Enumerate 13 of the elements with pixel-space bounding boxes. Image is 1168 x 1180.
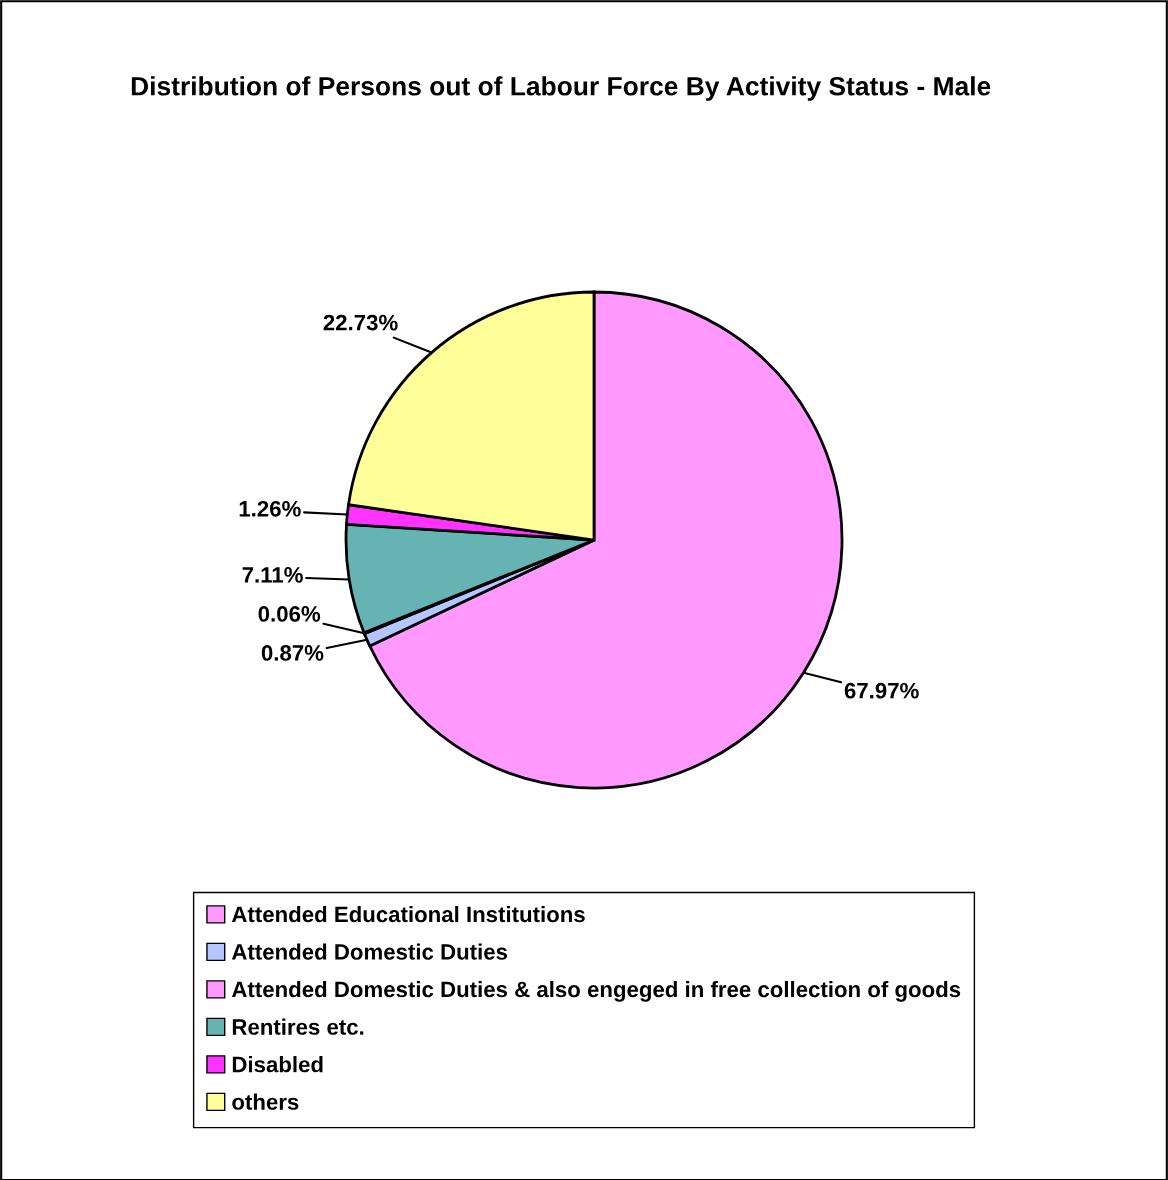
legend-label: Attended Domestic Duties & also engeged in free collection of goods [231, 980, 961, 1002]
data-label: 0.06% [258, 606, 321, 622]
data-label: 67.97% [844, 682, 919, 699]
data-label: 22.73% [323, 314, 398, 331]
data-label: 0.87% [261, 645, 324, 661]
data-label: 7.11% [242, 567, 303, 583]
legend-label: Attended Domestic Duties [231, 943, 508, 960]
chart-title: Distribution of Persons out of Labour Force By Activity Status - Male [131, 76, 991, 101]
legend-label: Attended Educational Institutions [231, 905, 585, 923]
legend-label: others [232, 1093, 299, 1110]
legend-label: Rentires etc. [232, 1018, 364, 1035]
legend-label: Disabled [232, 1056, 323, 1073]
data-label: 1.26% [239, 500, 301, 517]
